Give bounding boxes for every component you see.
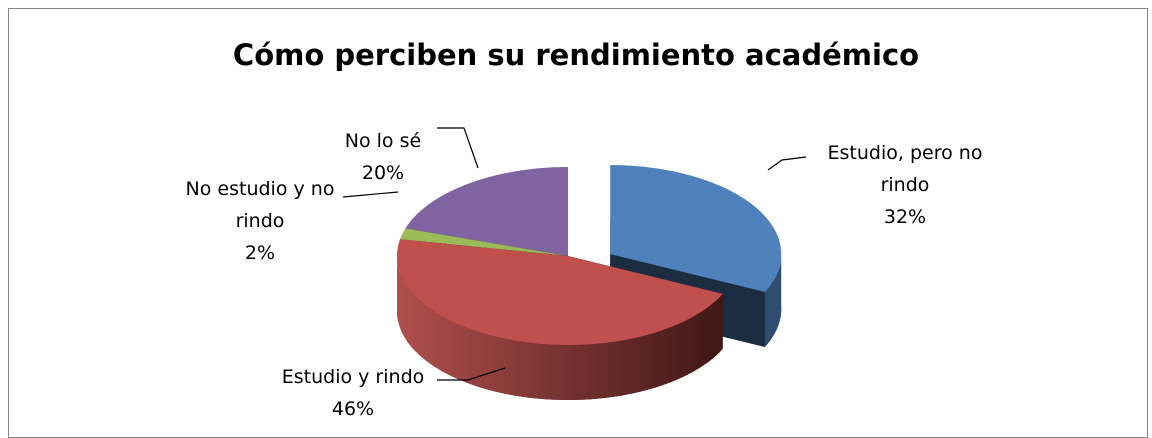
- slice-side: [397, 256, 723, 400]
- leader-line: [437, 367, 506, 381]
- slice-label: Estudio, pero no rindo: [827, 142, 983, 196]
- slice-percent: 20%: [361, 162, 405, 184]
- slice-percent: 46%: [331, 398, 375, 420]
- slice: [400, 228, 568, 256]
- leader-line: [437, 127, 479, 169]
- slice: [397, 239, 723, 345]
- chart-title: Cómo perciben su rendimiento académico: [232, 38, 920, 72]
- slice-label: No estudio y no rindo: [185, 178, 335, 232]
- slice: [405, 167, 568, 256]
- slice-percent: 32%: [883, 206, 927, 228]
- slice-percent: 2%: [244, 242, 276, 264]
- slice-label: No lo sé: [344, 130, 422, 152]
- leader-line: [342, 191, 399, 198]
- slice-label: Estudio y rindo: [281, 366, 425, 388]
- slice-side: [764, 254, 782, 347]
- leader-line: [767, 156, 807, 171]
- chart: [342, 127, 807, 400]
- slice: [610, 165, 782, 292]
- page: Cómo perciben su rendimiento académico E…: [8, 8, 1148, 438]
